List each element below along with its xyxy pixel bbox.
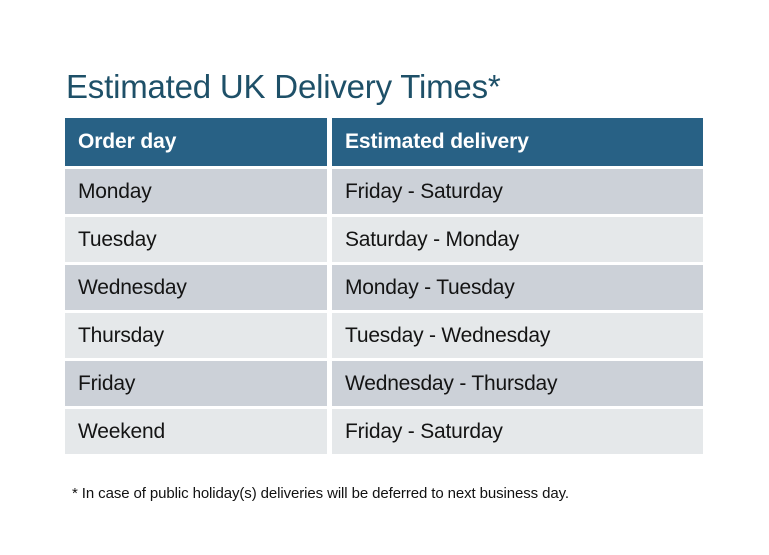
cell-order-day: Wednesday	[65, 265, 327, 310]
cell-order-day: Thursday	[65, 313, 327, 358]
cell-estimated-delivery: Friday - Saturday	[332, 169, 703, 214]
cell-order-day: Monday	[65, 169, 327, 214]
table-row: Thursday Tuesday - Wednesday	[65, 313, 703, 358]
cell-estimated-delivery: Friday - Saturday	[332, 409, 703, 454]
table-row: Tuesday Saturday - Monday	[65, 217, 703, 262]
table-header-order-day: Order day	[65, 118, 327, 166]
cell-order-day: Weekend	[65, 409, 327, 454]
cell-order-day: Friday	[65, 361, 327, 406]
footnote-text: * In case of public holiday(s) deliverie…	[72, 485, 569, 502]
table-row: Monday Friday - Saturday	[65, 169, 703, 214]
table-header-estimated-delivery: Estimated delivery	[332, 118, 703, 166]
delivery-times-table: Order day Estimated delivery Monday Frid…	[65, 118, 703, 454]
table-row: Friday Wednesday - Thursday	[65, 361, 703, 406]
page-title: Estimated UK Delivery Times*	[66, 68, 501, 106]
cell-estimated-delivery: Saturday - Monday	[332, 217, 703, 262]
cell-estimated-delivery: Wednesday - Thursday	[332, 361, 703, 406]
cell-estimated-delivery: Tuesday - Wednesday	[332, 313, 703, 358]
cell-order-day: Tuesday	[65, 217, 327, 262]
table-header-row: Order day Estimated delivery	[65, 118, 703, 166]
cell-estimated-delivery: Monday - Tuesday	[332, 265, 703, 310]
table-row: Wednesday Monday - Tuesday	[65, 265, 703, 310]
table-row: Weekend Friday - Saturday	[65, 409, 703, 454]
